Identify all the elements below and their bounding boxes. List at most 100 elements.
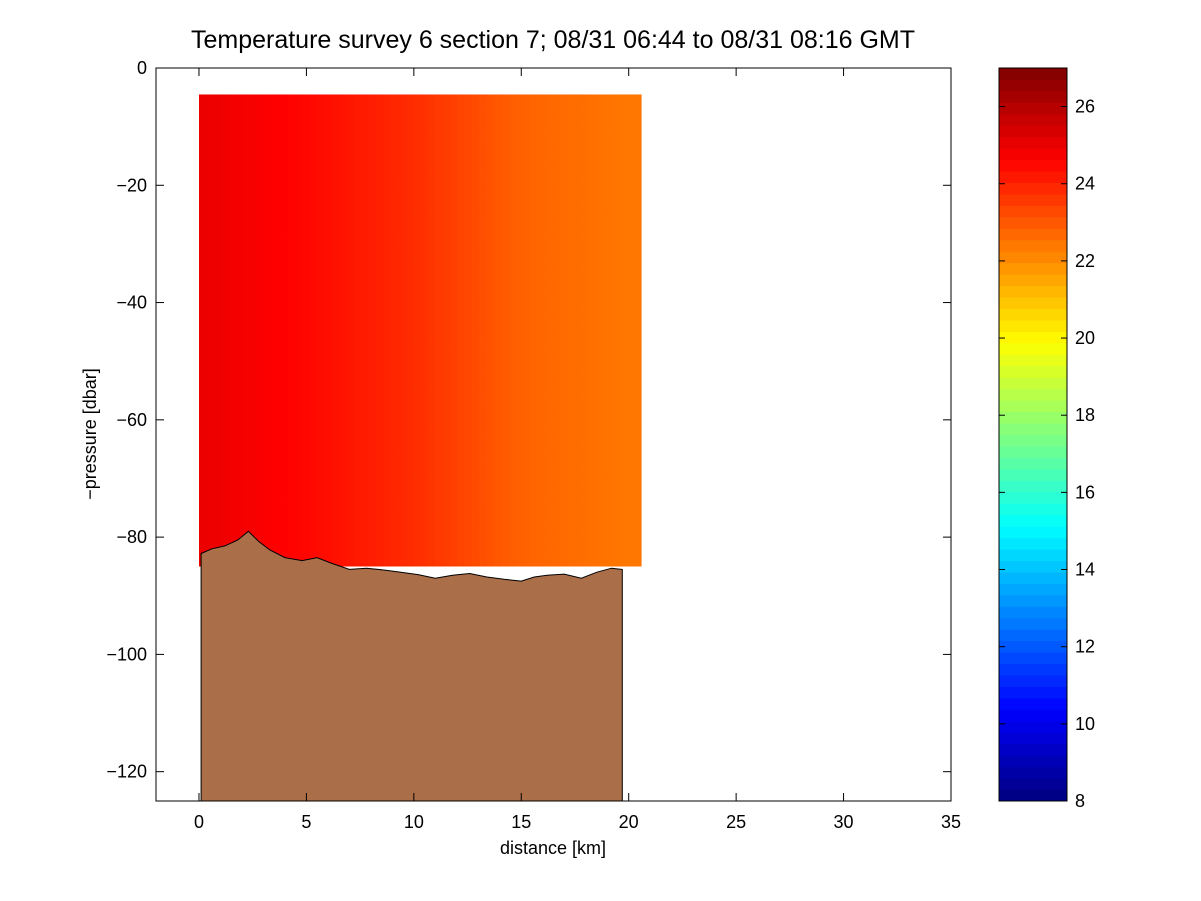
temperature-cell: [612, 121, 621, 129]
temperature-cell: [280, 357, 289, 365]
temperature-cell: [464, 364, 473, 372]
temperature-cell: [405, 262, 414, 271]
temperature-cell: [206, 262, 215, 271]
temperature-cell: [612, 283, 621, 291]
temperature-cell: [449, 269, 458, 278]
temperature-cell: [346, 377, 355, 385]
temperature-cell: [604, 289, 613, 298]
temperature-cell: [376, 283, 384, 291]
temperature-cell: [398, 202, 407, 210]
temperature-cell: [353, 316, 362, 325]
temperature-cell: [228, 343, 237, 352]
temperature-cell: [589, 505, 598, 514]
temperature-cell: [309, 94, 318, 102]
temperature-cell: [294, 256, 303, 264]
temperature-cell: [435, 404, 444, 412]
temperature-cell: [597, 296, 606, 305]
temperature-cell: [353, 121, 362, 129]
temperature-cell: [324, 175, 333, 183]
temperature-cell: [442, 209, 451, 217]
temperature-cell: [361, 175, 370, 183]
temperature-cell: [265, 114, 274, 122]
temperature-cell: [346, 262, 355, 271]
temperature-cell: [523, 236, 532, 244]
temperature-cell: [243, 155, 252, 163]
temperature-cell: [361, 276, 370, 284]
temperature-cell: [567, 492, 576, 500]
temperature-cell: [280, 229, 289, 237]
temperature-cell: [479, 155, 488, 163]
temperature-cell: [213, 229, 222, 237]
temperature-cell: [339, 512, 348, 520]
temperature-cell: [324, 107, 333, 116]
temperature-cell: [538, 209, 547, 217]
temperature-cell: [206, 370, 215, 379]
temperature-cell: [604, 114, 613, 122]
temperature-cell: [250, 323, 259, 332]
temperature-cell: [331, 303, 340, 311]
temperature-cell: [361, 472, 370, 480]
temperature-cell: [206, 519, 215, 527]
temperature-cell: [228, 128, 237, 136]
temperature-cell: [339, 424, 348, 433]
temperature-cell: [449, 343, 458, 352]
temperature-cell: [287, 532, 296, 541]
temperature-cell: [390, 242, 399, 251]
temperature-cell: [560, 525, 569, 534]
temperature-cell: [575, 303, 584, 311]
temperature-cell: [494, 445, 503, 453]
temperature-cell: [435, 134, 444, 143]
temperature-cell: [479, 391, 488, 399]
temperature-cell: [589, 215, 598, 224]
temperature-cell: [553, 438, 562, 446]
y-tick-label: −100: [106, 644, 147, 664]
temperature-cell: [302, 195, 311, 203]
temperature-cell: [634, 418, 642, 426]
temperature-cell: [449, 249, 458, 257]
colorbar-band: [999, 342, 1067, 355]
temperature-cell: [597, 391, 606, 399]
temperature-cell: [582, 370, 591, 379]
temperature-cell: [309, 155, 318, 163]
temperature-cell: [331, 107, 340, 116]
temperature-cell: [442, 229, 451, 237]
temperature-cell: [538, 546, 547, 554]
temperature-cell: [471, 114, 480, 122]
temperature-cell: [302, 148, 311, 156]
temperature-cell: [626, 276, 635, 284]
temperature-cell: [442, 121, 451, 129]
temperature-cell: [494, 134, 503, 143]
temperature-cell: [634, 492, 642, 500]
temperature-cell: [589, 283, 598, 291]
temperature-cell: [464, 121, 473, 129]
temperature-cell: [257, 492, 266, 500]
temperature-cell: [228, 134, 237, 143]
temperature-cell: [619, 357, 628, 365]
temperature-cell: [376, 256, 384, 264]
temperature-cell: [243, 303, 252, 311]
temperature-cell: [486, 499, 495, 507]
temperature-cell: [272, 350, 281, 358]
temperature-cell: [405, 303, 414, 311]
temperature-cell: [457, 101, 466, 109]
temperature-cell: [280, 188, 289, 197]
temperature-cell: [427, 364, 436, 372]
temperature-cell: [553, 465, 562, 473]
temperature-cell: [331, 188, 340, 197]
temperature-cell: [538, 262, 547, 271]
temperature-cell: [479, 418, 488, 426]
temperature-cell: [280, 202, 289, 210]
temperature-cell: [331, 168, 340, 176]
temperature-cell: [243, 424, 252, 433]
temperature-cell: [228, 236, 237, 244]
temperature-cell: [250, 485, 259, 493]
temperature-cell: [317, 175, 325, 183]
temperature-cell: [198, 101, 207, 109]
temperature-cell: [376, 519, 384, 527]
temperature-cell: [412, 404, 421, 412]
temperature-cell: [435, 364, 444, 372]
temperature-cell: [206, 148, 215, 156]
temperature-cell: [206, 310, 215, 318]
temperature-cell: [582, 215, 591, 224]
temperature-cell: [435, 303, 444, 311]
